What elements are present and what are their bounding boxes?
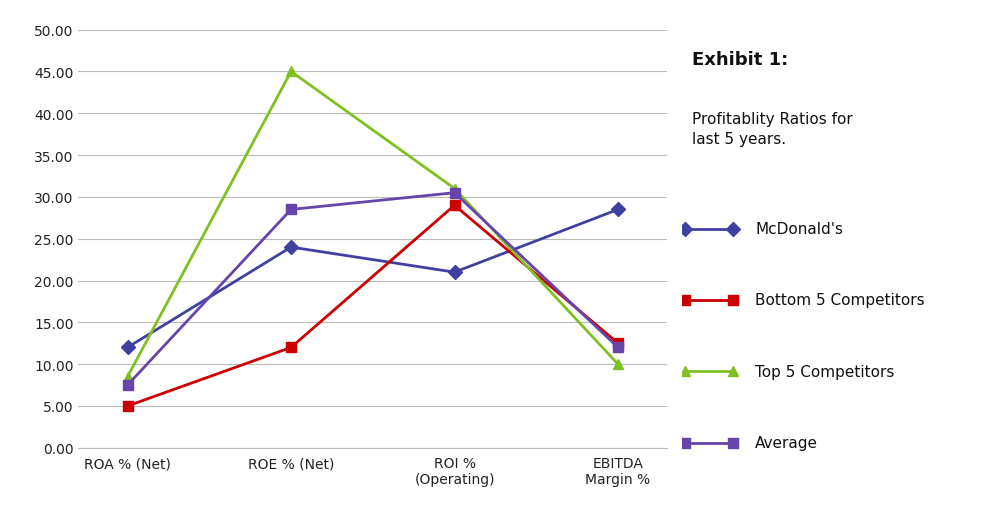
Average: [612, 345, 624, 351]
Text: Bottom 5 Competitors: Bottom 5 Competitors: [755, 293, 925, 308]
Bottom 5 Competitors: [448, 203, 460, 209]
Line: Average: Average: [123, 188, 623, 390]
Text: Profitablity Ratios for
last 5 years.: Profitablity Ratios for last 5 years.: [692, 112, 852, 147]
Line: McDonald's: McDonald's: [123, 205, 623, 353]
Bottom 5 Competitors: [612, 341, 624, 347]
Average: [448, 190, 460, 196]
Bottom 5 Competitors: [285, 345, 297, 351]
McDonald's: [448, 270, 460, 276]
McDonald's: [612, 207, 624, 213]
Average: [122, 382, 133, 388]
McDonald's: [285, 244, 297, 250]
Top 5 Competitors: [285, 69, 297, 75]
Top 5 Competitors: [612, 361, 624, 367]
Bottom 5 Competitors: [122, 403, 133, 409]
Text: Top 5 Competitors: Top 5 Competitors: [755, 364, 895, 379]
Top 5 Competitors: [122, 374, 133, 380]
Text: McDonald's: McDonald's: [755, 221, 844, 237]
Text: Exhibit 1:: Exhibit 1:: [692, 51, 788, 69]
Top 5 Competitors: [448, 186, 460, 192]
McDonald's: [122, 345, 133, 351]
Average: [285, 207, 297, 213]
Line: Bottom 5 Competitors: Bottom 5 Competitors: [123, 201, 623, 411]
Line: Top 5 Competitors: Top 5 Competitors: [123, 67, 623, 382]
Text: Average: Average: [755, 435, 818, 450]
